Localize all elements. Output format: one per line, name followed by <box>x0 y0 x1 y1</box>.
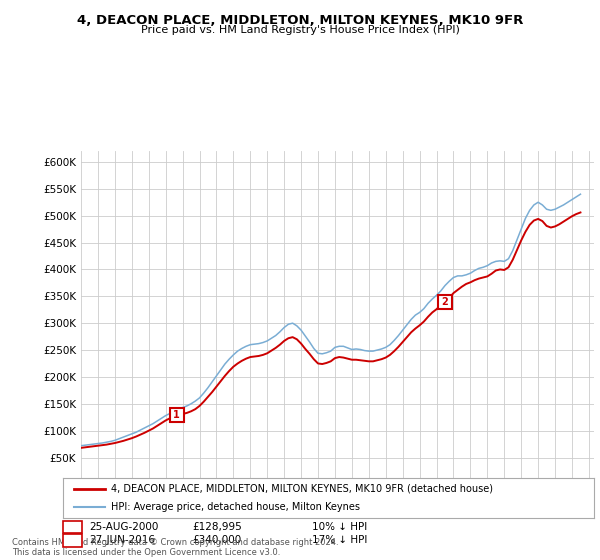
Text: 10% ↓ HPI: 10% ↓ HPI <box>312 522 367 532</box>
Text: £128,995: £128,995 <box>192 522 242 532</box>
Text: Price paid vs. HM Land Registry's House Price Index (HPI): Price paid vs. HM Land Registry's House … <box>140 25 460 35</box>
Text: 2: 2 <box>69 535 76 545</box>
Text: 1: 1 <box>69 522 76 532</box>
Text: 4, DEACON PLACE, MIDDLETON, MILTON KEYNES, MK10 9FR (detached house): 4, DEACON PLACE, MIDDLETON, MILTON KEYNE… <box>111 484 493 494</box>
Text: 25-AUG-2000: 25-AUG-2000 <box>89 522 158 532</box>
Text: 4, DEACON PLACE, MIDDLETON, MILTON KEYNES, MK10 9FR: 4, DEACON PLACE, MIDDLETON, MILTON KEYNE… <box>77 14 523 27</box>
Text: 27-JUN-2016: 27-JUN-2016 <box>89 535 155 545</box>
Text: 1: 1 <box>173 410 180 420</box>
Text: 2: 2 <box>442 297 448 307</box>
Text: HPI: Average price, detached house, Milton Keynes: HPI: Average price, detached house, Milt… <box>111 502 360 512</box>
Text: £340,000: £340,000 <box>192 535 241 545</box>
Text: 17% ↓ HPI: 17% ↓ HPI <box>312 535 367 545</box>
Text: Contains HM Land Registry data © Crown copyright and database right 2024.
This d: Contains HM Land Registry data © Crown c… <box>12 538 338 557</box>
